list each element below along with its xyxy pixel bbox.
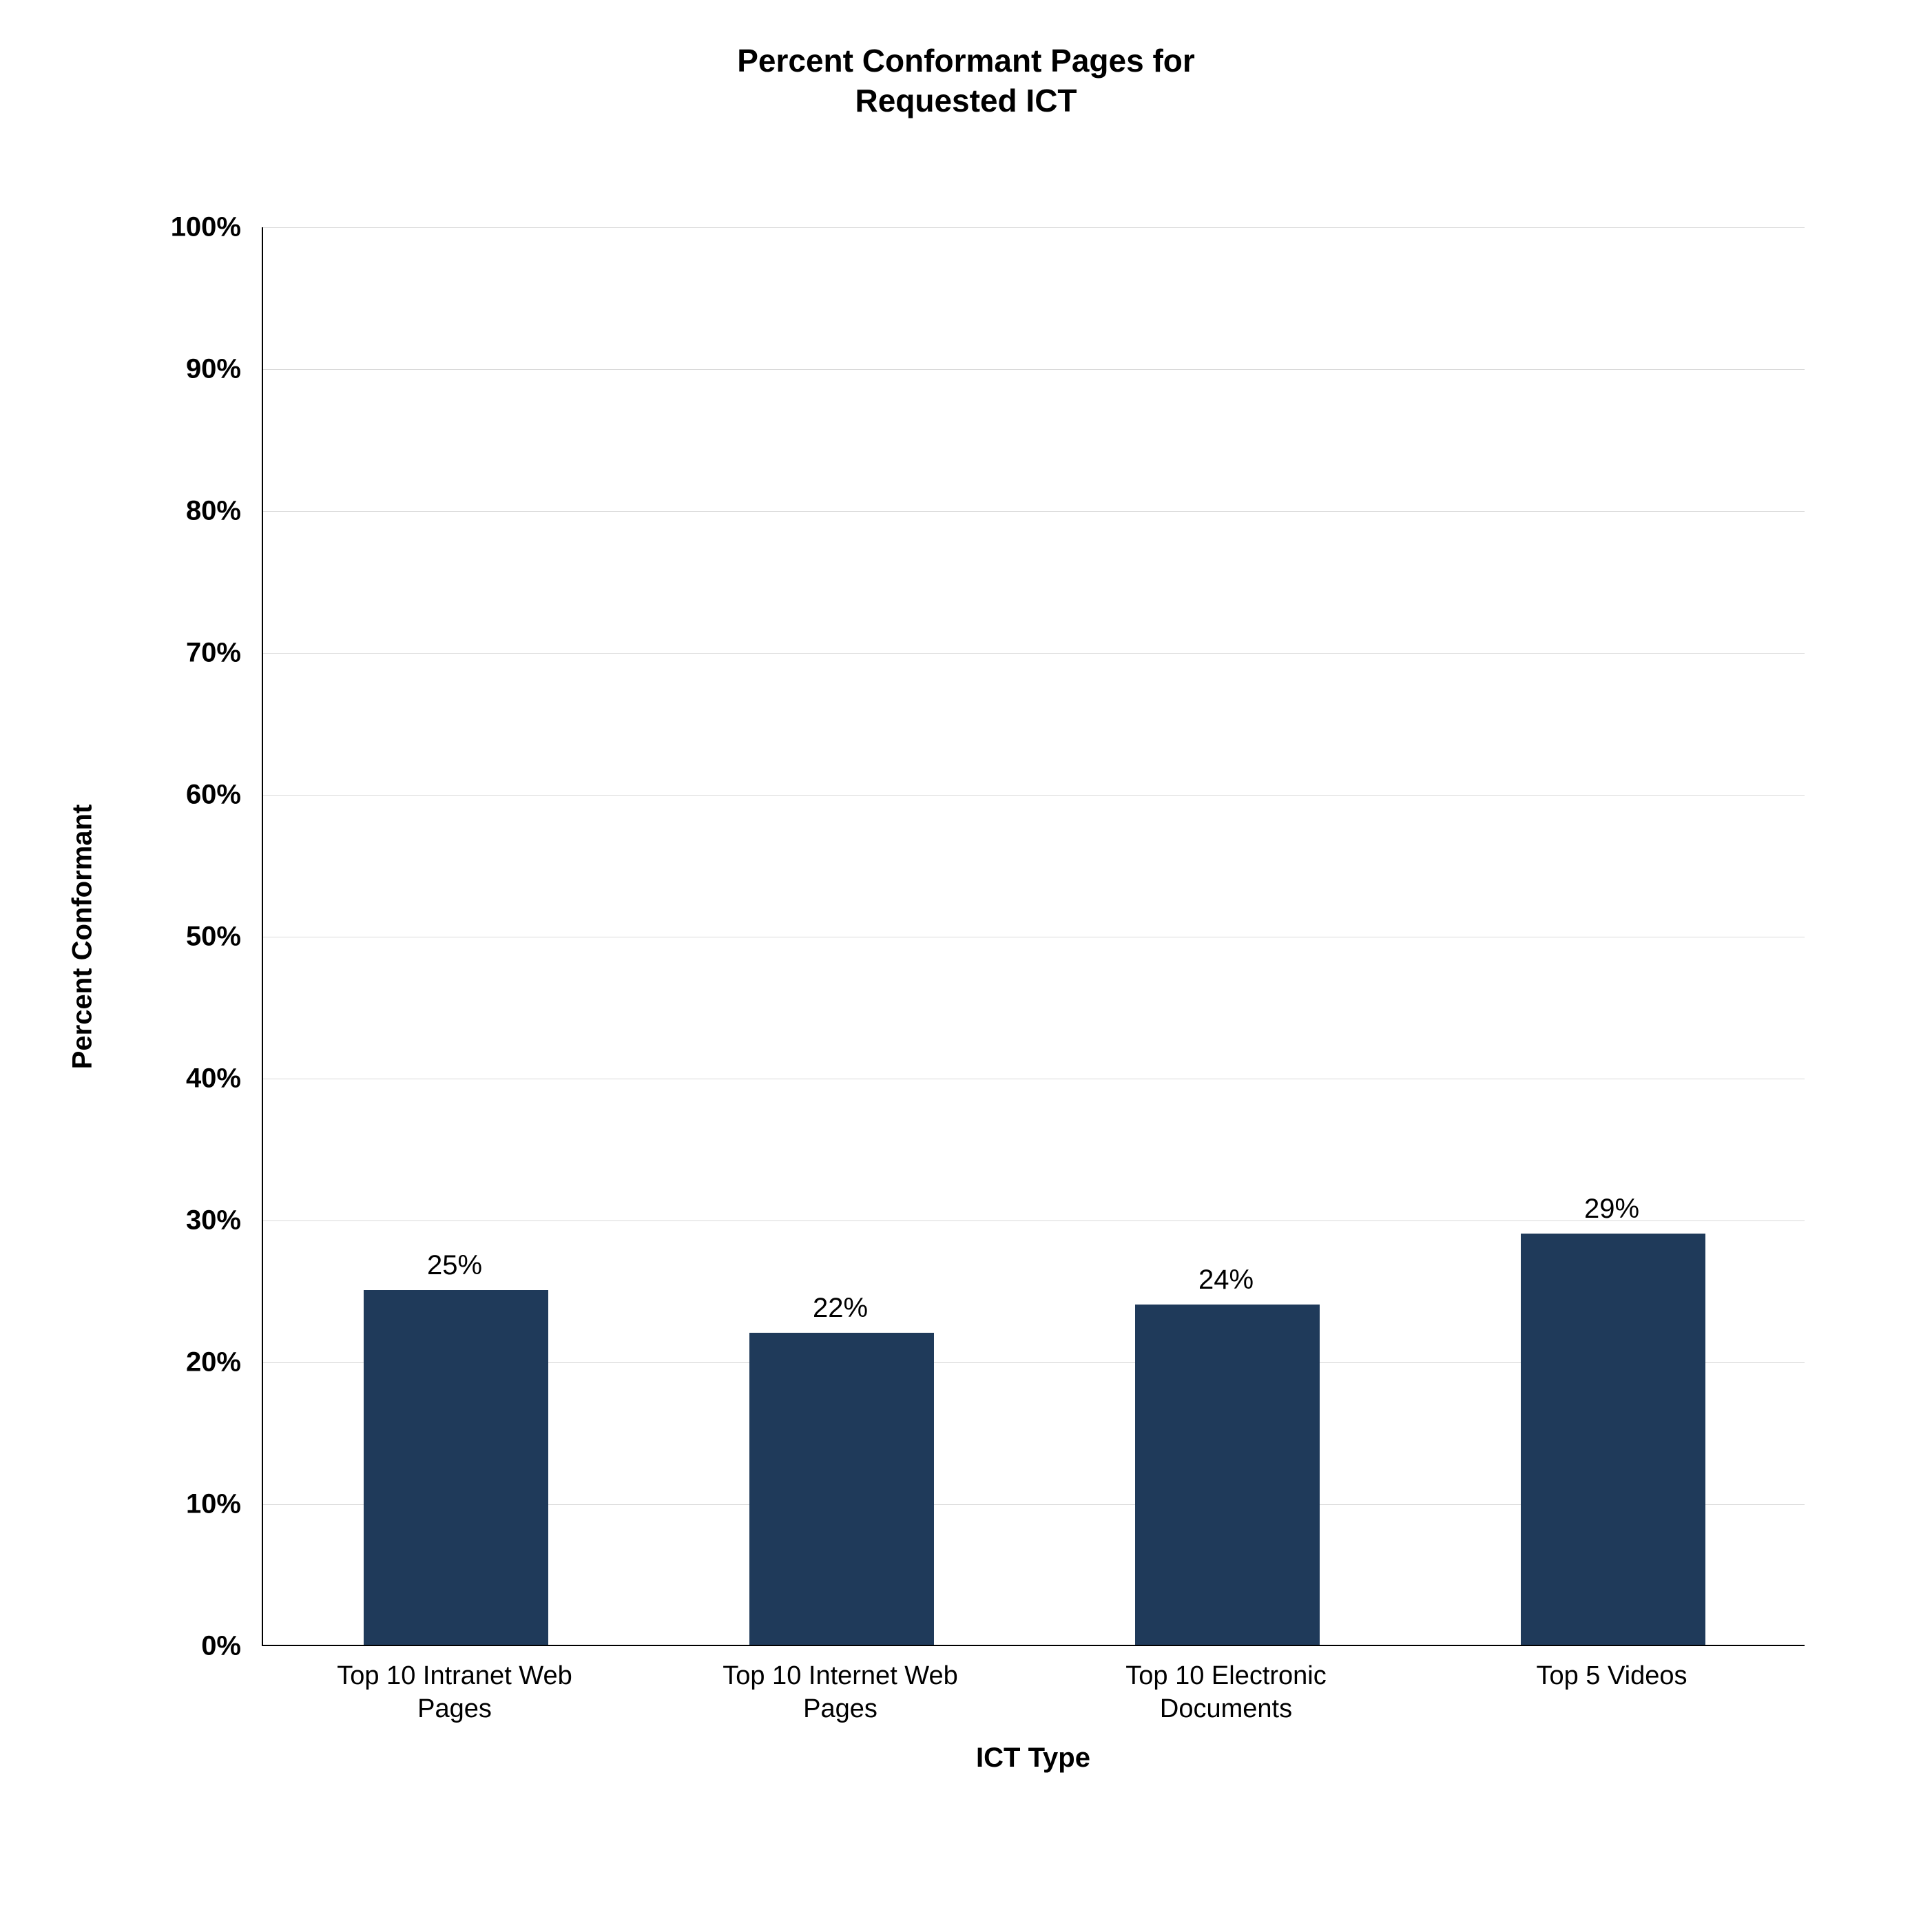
ytick-label: 90% bbox=[0, 354, 241, 385]
gridline bbox=[263, 227, 1805, 228]
ytick-label: 100% bbox=[0, 212, 241, 243]
ytick-label: 80% bbox=[0, 496, 241, 527]
ytick-label: 70% bbox=[0, 638, 241, 669]
bar-value-label: 25% bbox=[262, 1250, 647, 1281]
ytick-label: 0% bbox=[0, 1631, 241, 1662]
ytick-label: 60% bbox=[0, 780, 241, 811]
bar bbox=[1135, 1305, 1320, 1645]
ytick-label: 50% bbox=[0, 922, 241, 953]
ytick-label: 10% bbox=[0, 1489, 241, 1520]
xtick-label: Top 10 Intranet WebPages bbox=[262, 1660, 647, 1725]
xtick-label: Top 5 Videos bbox=[1419, 1660, 1805, 1693]
x-axis-title: ICT Type bbox=[262, 1743, 1805, 1774]
gridline bbox=[263, 653, 1805, 654]
plot-area bbox=[262, 227, 1805, 1646]
chart-title: Percent Conformant Pages forRequested IC… bbox=[0, 41, 1932, 121]
ytick-label: 20% bbox=[0, 1347, 241, 1378]
bar-value-label: 29% bbox=[1419, 1194, 1805, 1225]
bar bbox=[364, 1290, 549, 1645]
bar-value-label: 24% bbox=[1033, 1265, 1419, 1296]
bar-chart: Percent Conformant Pages forRequested IC… bbox=[0, 0, 1932, 1932]
xtick-label: Top 10 Internet WebPages bbox=[647, 1660, 1033, 1725]
gridline bbox=[263, 369, 1805, 370]
gridline bbox=[263, 511, 1805, 512]
bar bbox=[749, 1333, 935, 1645]
bar-value-label: 22% bbox=[647, 1293, 1033, 1324]
ytick-label: 40% bbox=[0, 1063, 241, 1094]
xtick-label: Top 10 ElectronicDocuments bbox=[1033, 1660, 1419, 1725]
bar bbox=[1521, 1234, 1706, 1645]
ytick-label: 30% bbox=[0, 1205, 241, 1236]
gridline bbox=[263, 795, 1805, 796]
